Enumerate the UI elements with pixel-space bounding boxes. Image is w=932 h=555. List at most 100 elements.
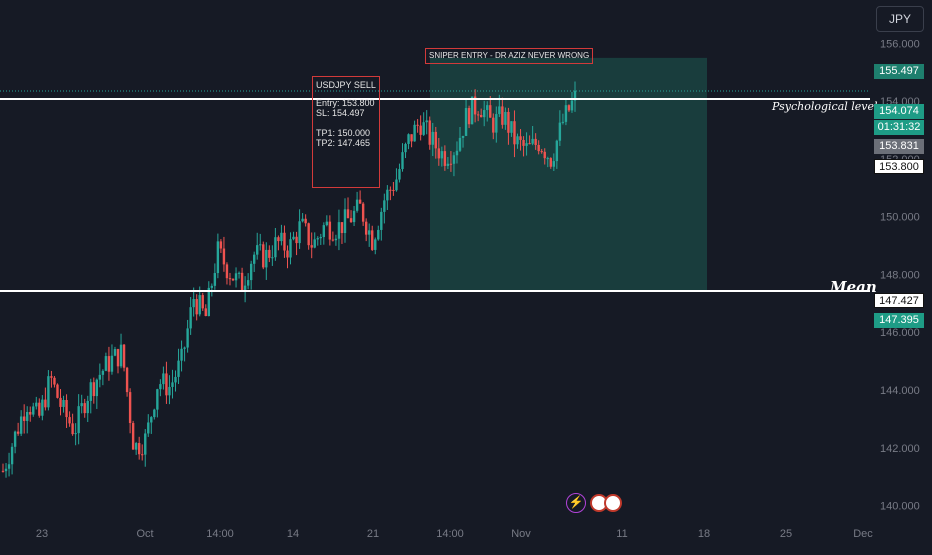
candle-body: [237, 272, 241, 274]
mean-level-tag: 147.427: [874, 293, 924, 308]
note-tp1: TP1: 150.000: [316, 128, 371, 138]
candle-body: [32, 406, 35, 415]
candle-body: [573, 90, 577, 101]
candle-body: [401, 152, 404, 170]
candle-body: [407, 134, 410, 144]
candle-body: [204, 308, 207, 317]
gray-level-tag: 153.831: [874, 139, 924, 154]
candle-body: [286, 250, 289, 258]
candle-body: [337, 222, 341, 239]
candle-body: [355, 199, 359, 211]
y-tick-label: 140.000: [880, 501, 920, 513]
x-tick-label: 18: [698, 528, 710, 540]
candle-body: [419, 125, 422, 135]
candle-body: [540, 151, 543, 153]
candle-body: [364, 221, 368, 235]
candle-body: [150, 417, 153, 423]
candle-body: [177, 360, 180, 377]
y-tick-label: 144.000: [880, 385, 920, 397]
candle-body: [383, 200, 386, 212]
candle-body: [119, 344, 123, 367]
candle-body: [567, 105, 571, 111]
candle-body: [340, 222, 344, 234]
candle-body: [552, 161, 556, 167]
candle-body: [174, 376, 177, 383]
countdown-tag: 01:31:32: [874, 120, 924, 135]
candle-body: [137, 443, 141, 455]
mean-label: Mean: [830, 278, 877, 296]
candle-body: [371, 230, 374, 250]
candle-body: [313, 239, 316, 248]
candle-body: [198, 295, 201, 315]
candle-body: [256, 245, 259, 255]
note-sl: SL: 154.497: [316, 108, 365, 118]
candle-body: [504, 111, 507, 125]
candle-body: [134, 443, 138, 450]
candle-body: [298, 221, 301, 244]
candle-body: [510, 121, 513, 133]
candle-body: [328, 221, 332, 240]
candle-body: [389, 189, 392, 191]
candle-body: [319, 237, 322, 239]
candle-body: [271, 257, 274, 259]
candle-body: [83, 403, 86, 414]
candle-body: [368, 230, 371, 235]
candle-body: [147, 422, 150, 434]
candle-body: [89, 382, 92, 401]
candle-body: [104, 356, 108, 371]
candle-body: [325, 221, 329, 226]
candle-body: [534, 138, 537, 145]
candle-body: [207, 287, 210, 317]
current-price-tag: 154.074: [874, 104, 924, 119]
candle-body: [243, 285, 247, 292]
candle-body: [186, 328, 189, 348]
candle-body: [498, 106, 501, 115]
candle-body: [564, 105, 568, 122]
candle-body: [513, 121, 516, 145]
x-tick-label: Nov: [511, 528, 531, 540]
candle-body: [268, 249, 271, 258]
candle-body: [425, 120, 428, 123]
candle-body: [277, 237, 280, 242]
candle-body: [404, 143, 407, 153]
currency-button[interactable]: JPY: [876, 6, 924, 32]
candle-body: [525, 143, 528, 146]
candle-body: [225, 264, 229, 279]
candle-body: [377, 229, 380, 240]
candle-body: [41, 399, 44, 416]
candle-body: [249, 263, 253, 281]
candle-body: [449, 163, 453, 165]
candle-body: [192, 299, 195, 308]
candle-body: [56, 384, 59, 398]
candle-body: [80, 403, 83, 407]
candle-body: [265, 249, 268, 268]
candle-body: [413, 124, 416, 142]
candle-body: [262, 244, 265, 268]
candle-body: [528, 143, 531, 145]
candle-body: [259, 244, 262, 246]
us-flag-icon[interactable]: [604, 494, 622, 512]
candle-body: [458, 137, 462, 151]
candle-body: [183, 347, 186, 349]
candle-body: [289, 239, 292, 258]
candle-body: [168, 386, 171, 396]
candle-body: [555, 140, 559, 162]
candle-body: [189, 307, 192, 329]
candle-body: [44, 399, 47, 408]
candle-body: [476, 114, 480, 116]
lightning-icon[interactable]: ⚡: [566, 493, 586, 513]
candle-body: [16, 431, 20, 434]
top-target-tag: 155.497: [874, 64, 924, 79]
candle-body: [431, 131, 434, 145]
candle-body: [316, 238, 319, 240]
candle-body: [98, 374, 102, 380]
candle-body: [95, 379, 99, 397]
y-tick-label: 148.000: [880, 269, 920, 281]
candle-body: [77, 406, 80, 434]
candle-body: [349, 218, 353, 223]
candle-body: [216, 241, 220, 274]
candle-body: [440, 151, 444, 159]
candle-body: [210, 285, 214, 288]
